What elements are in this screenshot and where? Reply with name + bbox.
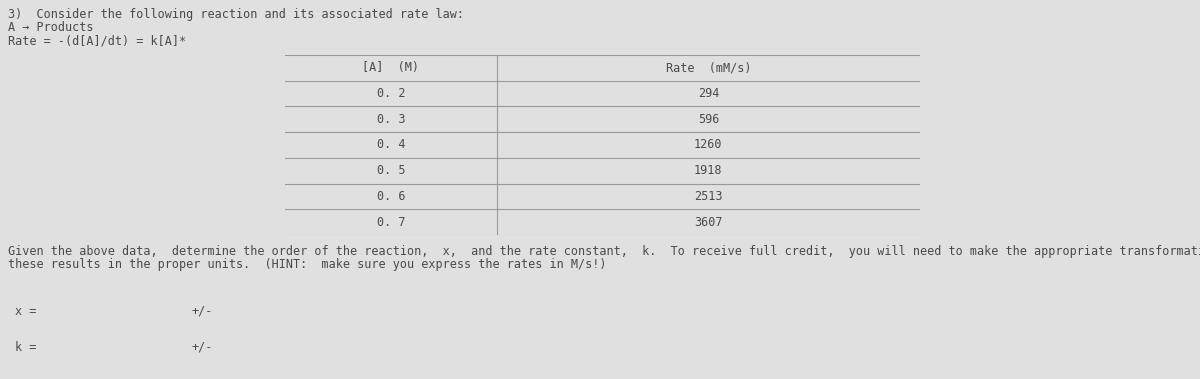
Text: these results in the proper units.  (HINT:  make sure you express the rates in M: these results in the proper units. (HINT…	[8, 258, 606, 271]
Text: 596: 596	[697, 113, 719, 126]
Text: 0. 6: 0. 6	[377, 190, 406, 203]
Text: 1260: 1260	[694, 138, 722, 152]
Text: [A]  (M): [A] (M)	[362, 61, 419, 74]
Text: +/-: +/-	[192, 341, 214, 354]
Text: 294: 294	[697, 87, 719, 100]
Text: 2513: 2513	[694, 190, 722, 203]
Text: 0. 2: 0. 2	[377, 87, 406, 100]
Text: Rate  (mM/s): Rate (mM/s)	[666, 61, 751, 74]
Text: 0. 4: 0. 4	[377, 138, 406, 152]
Text: 1918: 1918	[694, 164, 722, 177]
Text: 0. 7: 0. 7	[377, 216, 406, 229]
Text: 3)  Consider the following reaction and its associated rate law:: 3) Consider the following reaction and i…	[8, 8, 464, 21]
Text: 3607: 3607	[694, 216, 722, 229]
Text: Rate = -(d[A]/dt) = k[A]*: Rate = -(d[A]/dt) = k[A]*	[8, 34, 186, 47]
Text: +/-: +/-	[192, 305, 214, 318]
Text: 0. 3: 0. 3	[377, 113, 406, 126]
Text: x =: x =	[14, 305, 36, 318]
Text: k =: k =	[14, 341, 36, 354]
Text: 0. 5: 0. 5	[377, 164, 406, 177]
Text: A → Products: A → Products	[8, 21, 94, 34]
Text: Given the above data,  determine the order of the reaction,  x,  and the rate co: Given the above data, determine the orde…	[8, 245, 1200, 258]
